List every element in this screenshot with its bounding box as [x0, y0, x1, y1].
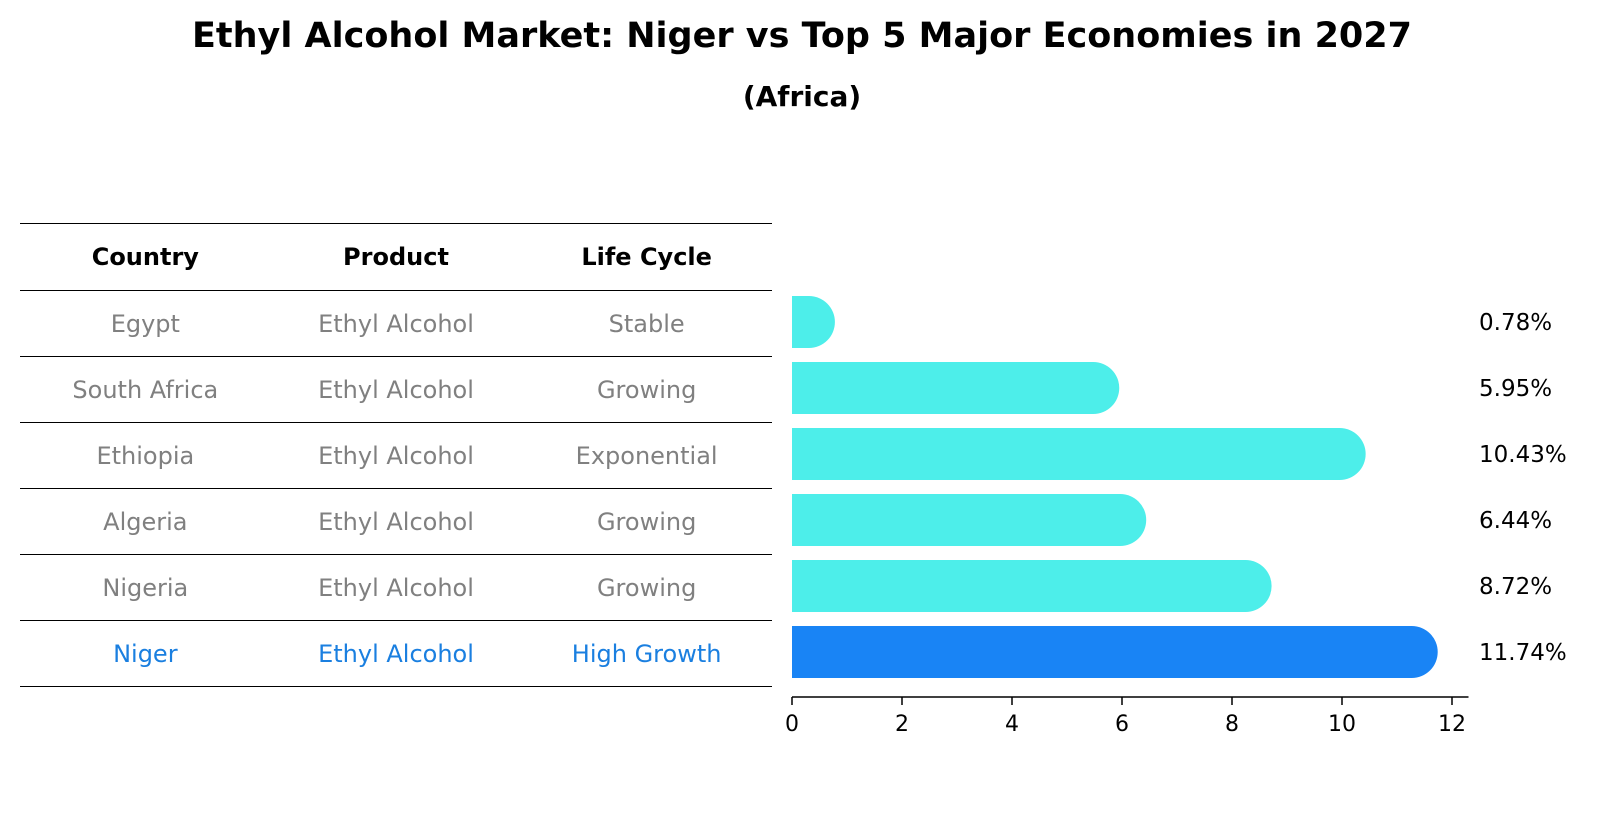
cell-country: Niger	[113, 639, 178, 668]
x-tick-label: 12	[1438, 712, 1466, 737]
table-row-highlight: Niger Ethyl Alcohol High Growth	[20, 621, 772, 687]
value-label: 8.72%	[1479, 574, 1552, 600]
cell-country: South Africa	[72, 375, 219, 404]
bar	[792, 494, 1147, 546]
cell-product: Ethyl Alcohol	[318, 639, 474, 668]
x-tick-label: 2	[895, 712, 909, 737]
x-tick-label: 0	[785, 712, 799, 737]
cell-country: Nigeria	[102, 573, 189, 602]
cell-product: Ethyl Alcohol	[318, 441, 474, 470]
table-header-row: Country Product Life Cycle	[20, 224, 772, 291]
header-product: Product	[343, 243, 449, 271]
cell-country: Algeria	[103, 507, 188, 536]
value-label: 5.95%	[1479, 376, 1552, 402]
value-label: 11.74%	[1479, 640, 1567, 666]
table-row: Egypt Ethyl Alcohol Stable	[20, 291, 772, 357]
header-life-cycle: Life Cycle	[581, 243, 712, 271]
chart-subtitle: (Africa)	[742, 80, 862, 113]
cell-product: Ethyl Alcohol	[318, 375, 474, 404]
cell-product: Ethyl Alcohol	[318, 507, 474, 536]
cell-life-cycle: High Growth	[571, 639, 722, 668]
table-row: Ethiopia Ethyl Alcohol Exponential	[20, 423, 772, 489]
bar-highlight	[792, 626, 1438, 678]
x-tick-label: 8	[1225, 712, 1239, 737]
value-label: 10.43%	[1479, 442, 1567, 468]
table-row: Algeria Ethyl Alcohol Growing	[20, 489, 772, 555]
cell-life-cycle: Growing	[596, 375, 697, 404]
x-tick-label: 4	[1005, 712, 1019, 737]
cell-life-cycle: Exponential	[575, 441, 718, 470]
bar	[792, 428, 1366, 480]
data-table: Country Product Life Cycle Egypt Ethyl A…	[20, 223, 772, 687]
bar	[792, 296, 835, 348]
chart-title: Ethyl Alcohol Market: Niger vs Top 5 Maj…	[191, 16, 1412, 56]
cell-life-cycle: Growing	[596, 507, 697, 536]
cell-country: Egypt	[110, 309, 180, 338]
cell-life-cycle: Growing	[596, 573, 697, 602]
cell-product: Ethyl Alcohol	[318, 573, 474, 602]
bar	[792, 362, 1120, 414]
cell-country: Ethiopia	[96, 441, 195, 470]
cell-life-cycle: Stable	[608, 309, 685, 338]
table-row: Nigeria Ethyl Alcohol Growing	[20, 555, 772, 621]
value-label: 6.44%	[1479, 508, 1552, 534]
value-label: 0.78%	[1479, 310, 1552, 336]
table-row: South Africa Ethyl Alcohol Growing	[20, 357, 772, 423]
bar	[792, 560, 1272, 612]
x-tick-label: 10	[1328, 712, 1356, 737]
cell-product: Ethyl Alcohol	[318, 309, 474, 338]
x-tick-label: 6	[1115, 712, 1129, 737]
header-country: Country	[91, 243, 199, 271]
